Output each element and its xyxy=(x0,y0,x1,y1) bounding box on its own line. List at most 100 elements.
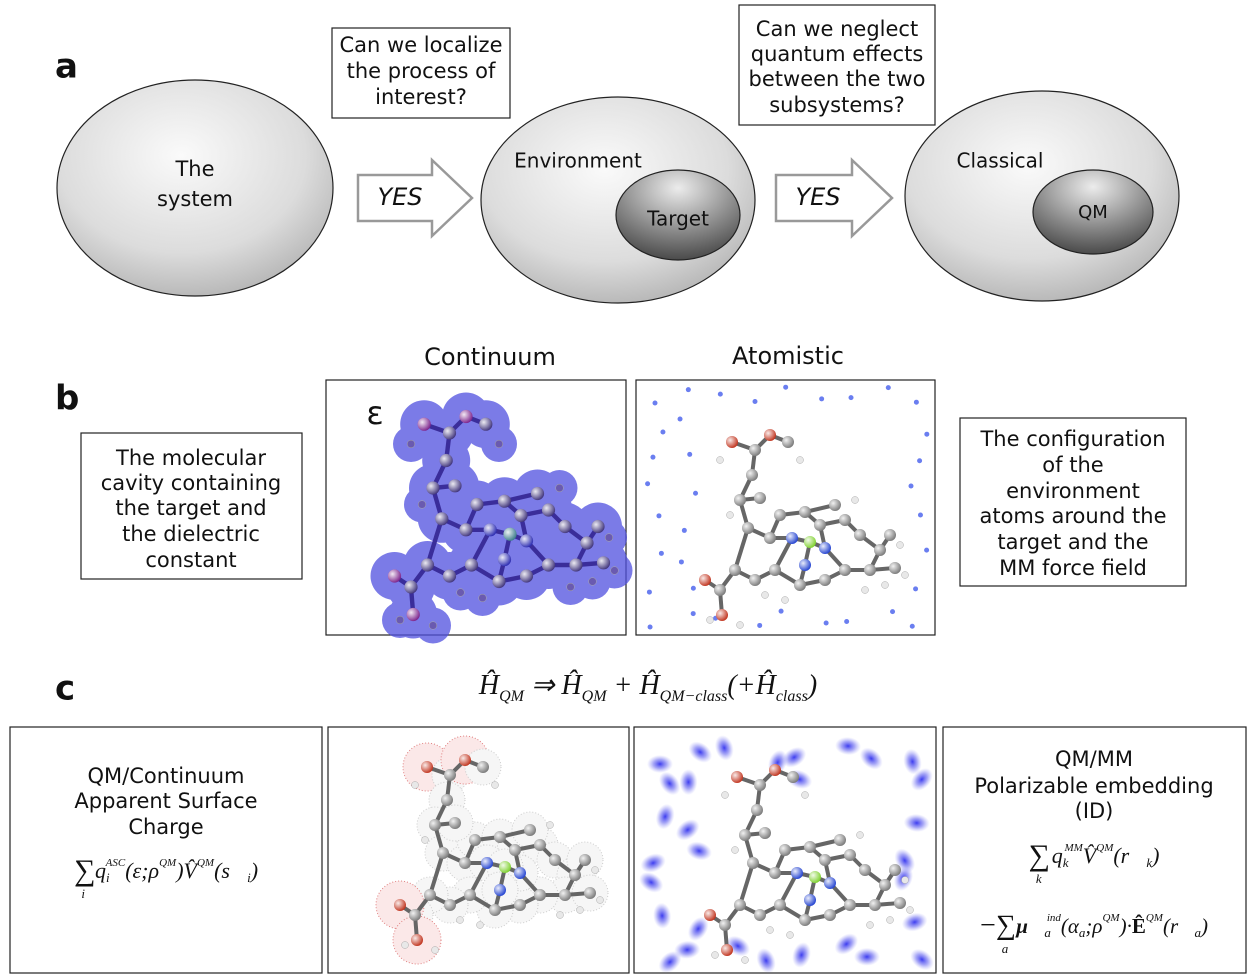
environment-atom xyxy=(886,385,891,390)
atom-highlight xyxy=(421,761,433,773)
environment-atom xyxy=(679,559,684,564)
math-part: QM xyxy=(159,857,177,869)
hydrogen xyxy=(787,932,794,939)
environment-atom xyxy=(914,400,919,405)
atom-highlight xyxy=(734,494,746,506)
hydrogen xyxy=(592,867,599,874)
environment-atom xyxy=(686,387,691,392)
atom-highlight xyxy=(449,817,461,829)
atom-highlight xyxy=(444,769,456,781)
atom-highlight xyxy=(754,909,766,921)
hydrogen xyxy=(611,567,619,575)
environment-atom xyxy=(913,586,918,591)
atom-highlight xyxy=(794,579,806,591)
math-part: class xyxy=(776,688,808,705)
atom-highlight xyxy=(437,847,449,859)
atom-highlight xyxy=(441,794,453,806)
atom-highlight xyxy=(791,867,803,879)
hydrogen xyxy=(707,617,714,624)
atom-highlight xyxy=(754,492,766,504)
environment-atom xyxy=(656,513,661,518)
atom-highlight xyxy=(787,771,799,783)
atom-highlight xyxy=(470,498,483,511)
atom-highlight xyxy=(479,418,492,431)
math-part: ind xyxy=(1047,912,1062,924)
hydrogen xyxy=(605,534,613,542)
atom-highlight xyxy=(443,569,456,582)
atom-highlight xyxy=(889,562,901,574)
hydrogen xyxy=(547,822,554,829)
atom-highlight xyxy=(492,575,505,588)
environment-atom xyxy=(819,396,824,401)
math-part: i xyxy=(81,886,85,901)
question-text: the process of xyxy=(347,59,496,83)
atom-highlight xyxy=(394,899,406,911)
math-part: ;ρ xyxy=(1085,914,1102,938)
column-title: Continuum xyxy=(424,343,556,371)
atom-highlight xyxy=(448,479,461,492)
atom-highlight xyxy=(746,469,758,481)
environment-atom xyxy=(678,417,683,422)
hydrogen xyxy=(767,927,774,934)
system-label: The xyxy=(174,157,214,181)
hydrogen xyxy=(457,589,465,597)
figure: a The system Can we localize the process… xyxy=(0,0,1248,975)
environment-atom xyxy=(924,548,929,553)
atom-highlight xyxy=(494,831,506,843)
atom-highlight xyxy=(884,529,896,541)
classical-label: Classical xyxy=(957,149,1044,173)
hydrogen xyxy=(396,616,404,624)
hydrogen xyxy=(556,484,564,492)
atom-highlight xyxy=(799,559,811,571)
atom-highlight xyxy=(716,609,728,621)
atom-highlight xyxy=(819,574,831,586)
hydrogen xyxy=(597,897,604,904)
atom-highlight xyxy=(503,528,516,541)
environment-atom xyxy=(752,399,757,404)
atom-highlight xyxy=(498,553,511,566)
math-part: )V̂ xyxy=(174,858,199,883)
atom-highlight xyxy=(520,569,533,582)
hydrogen xyxy=(857,832,864,839)
math-part: QM xyxy=(197,857,215,869)
atom-highlight xyxy=(804,894,816,906)
atom-highlight xyxy=(509,844,521,856)
atom-highlight xyxy=(751,804,763,816)
hydrogen xyxy=(407,440,415,448)
description-text: the dielectric xyxy=(122,522,260,546)
hydrogen xyxy=(422,837,429,844)
hydrogen xyxy=(492,782,499,789)
environment-atom xyxy=(917,458,922,463)
atom-highlight xyxy=(542,558,555,571)
arrow-label: YES xyxy=(795,183,840,211)
question-text: interest? xyxy=(375,85,467,109)
hydrogen xyxy=(802,792,809,799)
panel-label: a xyxy=(55,47,78,87)
atom-highlight xyxy=(819,542,831,554)
atom-highlight xyxy=(731,771,743,783)
math-part: (α xyxy=(1061,914,1080,938)
atom-highlight xyxy=(704,909,716,921)
atom-highlight xyxy=(814,519,826,531)
atom-highlight xyxy=(769,564,781,576)
atom-highlight xyxy=(418,418,431,431)
panel-label: b xyxy=(55,379,79,419)
atom-highlight xyxy=(726,436,738,448)
atom-highlight xyxy=(721,944,733,956)
atom-highlight xyxy=(424,889,436,901)
atom-highlight xyxy=(580,536,593,549)
environment-atom xyxy=(648,624,653,629)
atom-highlight xyxy=(499,861,511,873)
atom-highlight xyxy=(407,608,420,621)
atom-highlight xyxy=(542,503,555,516)
math-part: MM xyxy=(1063,842,1083,854)
hydrogen xyxy=(867,922,874,929)
atom-highlight xyxy=(782,436,794,448)
atom-highlight xyxy=(774,509,786,521)
hydrogen xyxy=(712,952,719,959)
atom-highlight xyxy=(444,899,456,911)
math-part: ⇒ Ĥ xyxy=(524,670,583,701)
atom-highlight xyxy=(469,834,481,846)
math-part: (r⃗ xyxy=(1113,843,1146,868)
environment-atom xyxy=(890,609,895,614)
